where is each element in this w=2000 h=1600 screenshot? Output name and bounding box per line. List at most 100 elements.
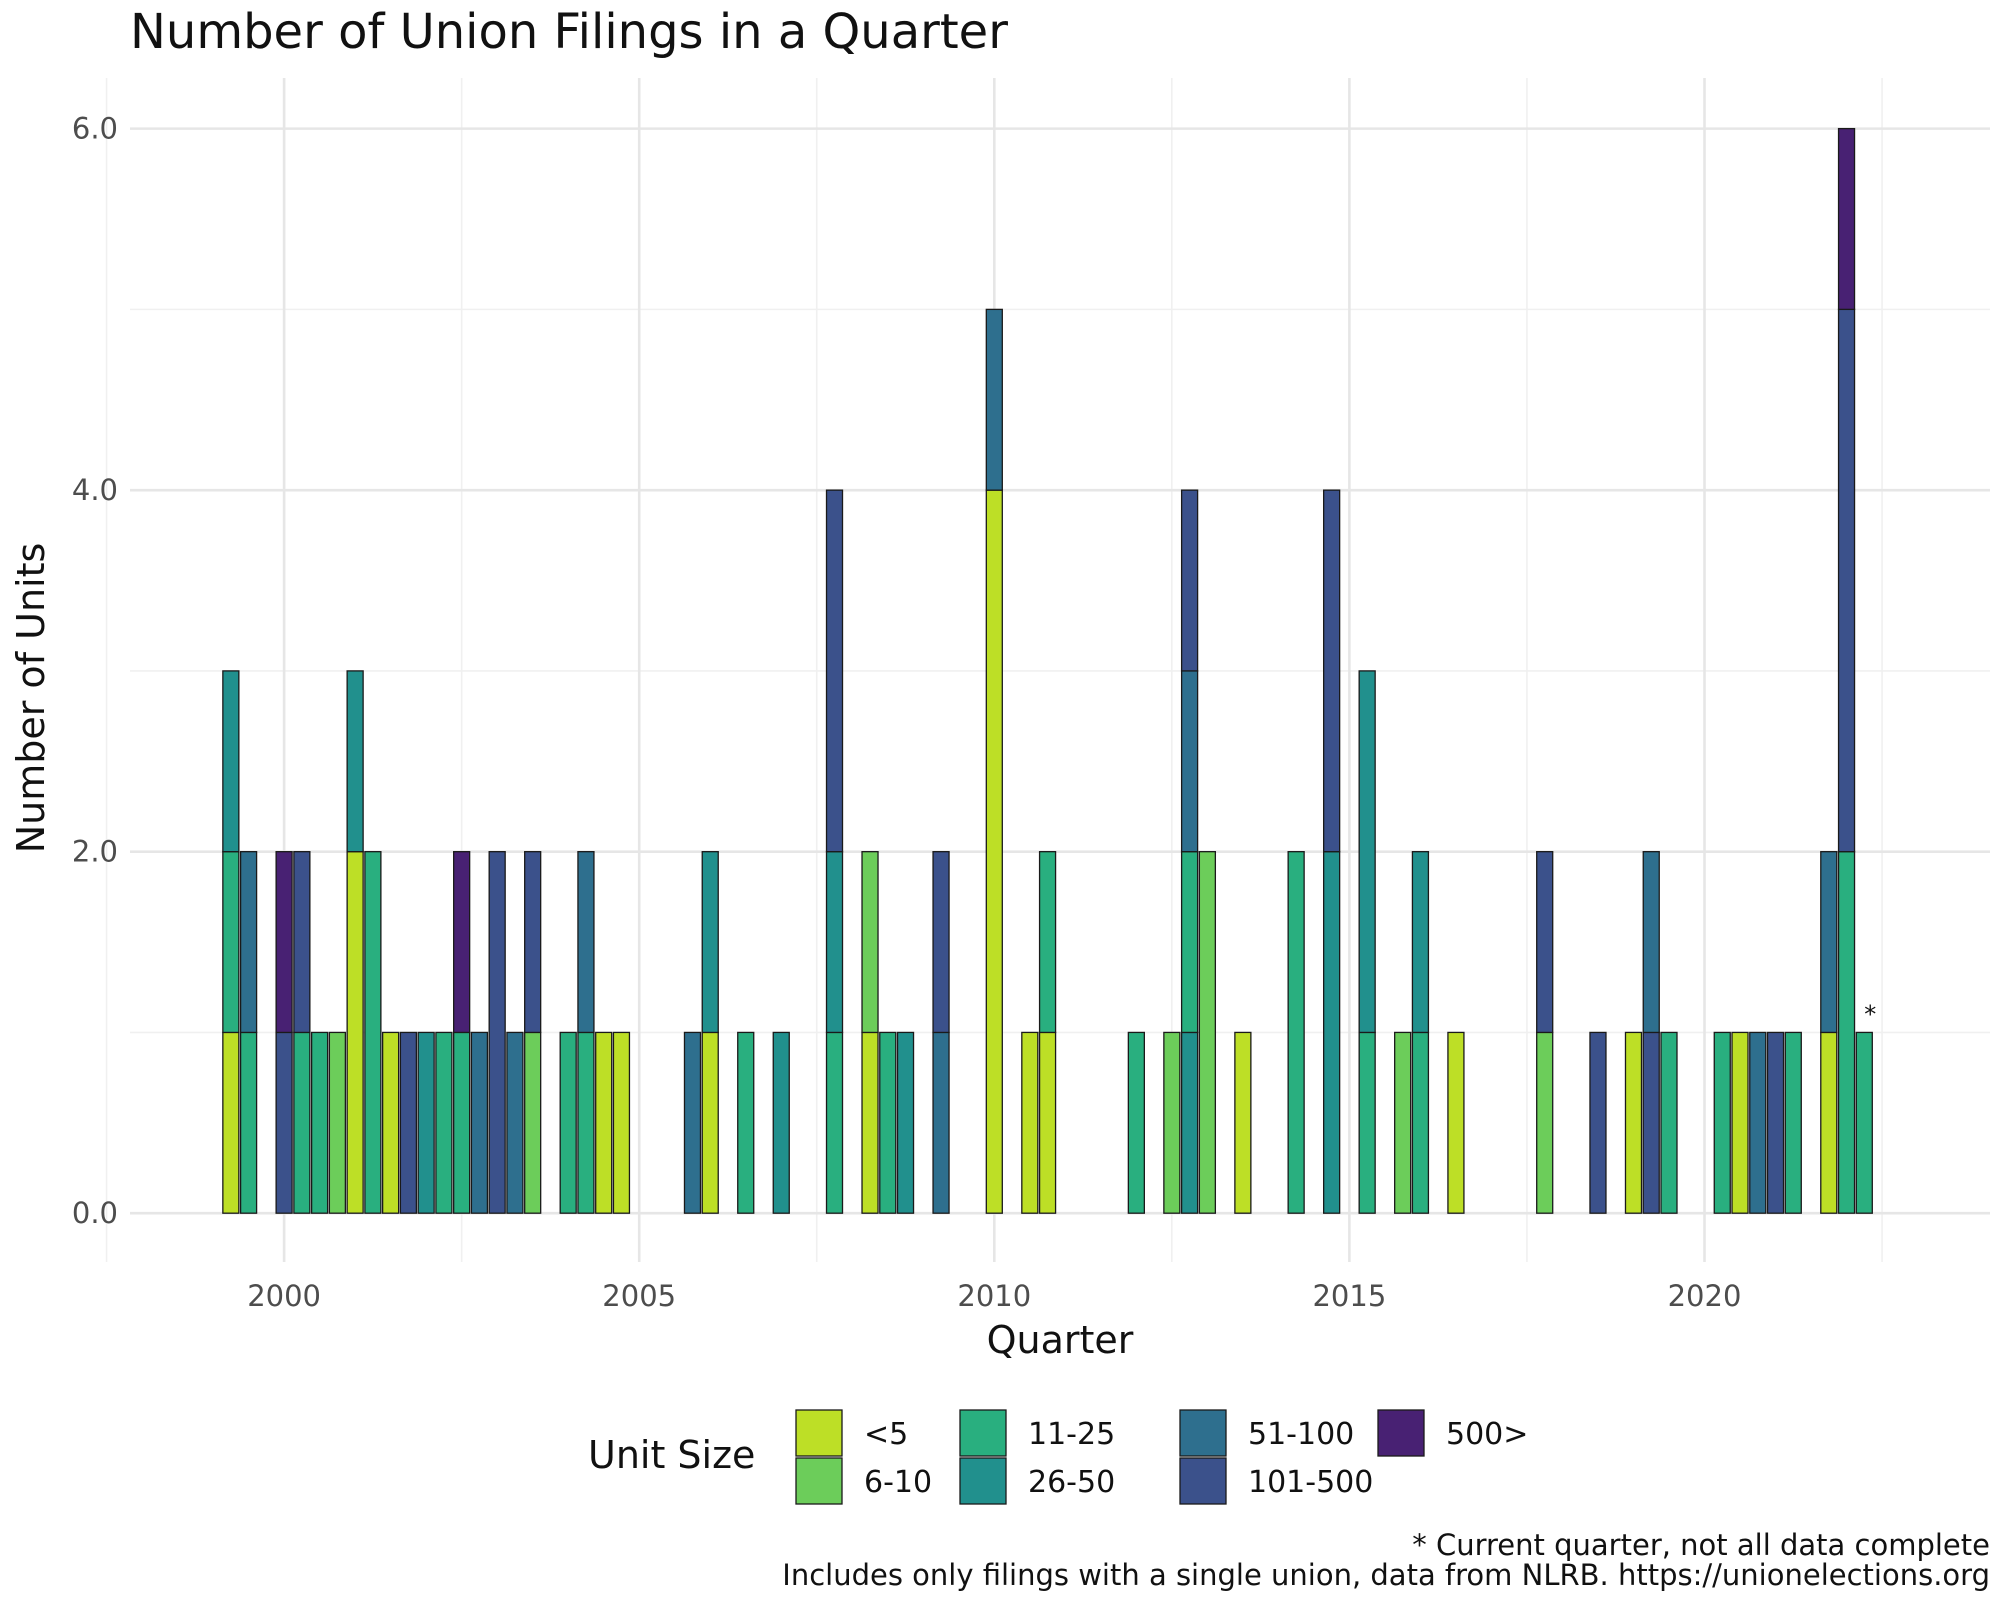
bar-segment [239, 1031, 258, 1214]
bar-segment [683, 1031, 702, 1214]
bar-segment [1536, 1031, 1554, 1214]
bar-segment [1589, 1031, 1607, 1214]
bar-segment [222, 1031, 240, 1214]
bar-segment [1180, 1031, 1199, 1214]
bar-segment [275, 851, 293, 1034]
legend-label: 101-500 [1248, 1465, 1373, 1500]
bar-segment [985, 489, 1003, 1214]
bar-segment [1820, 1031, 1838, 1214]
bar-segment [932, 851, 950, 1034]
x-tick-label: 2015 [1312, 1279, 1386, 1313]
bar-segment [346, 670, 364, 853]
bar-segment [1180, 489, 1199, 672]
bar-series: * [222, 127, 1876, 1214]
grid-lines [105, 78, 1990, 1262]
bar-segment [364, 851, 382, 1214]
bar-segment [310, 1031, 329, 1214]
legend-swatch [959, 1409, 1007, 1457]
legend-items: <5 6-10 11-25 26-50 51-100 101-500 500> [795, 1409, 1528, 1505]
caption-source: Includes only filings with a single unio… [782, 1558, 1990, 1592]
x-tick-label: 2020 [1668, 1279, 1742, 1313]
bar-segment [1766, 1031, 1785, 1214]
bar-segment [1447, 1031, 1465, 1214]
y-tick-label: 0.0 [72, 1196, 118, 1230]
bar-segment [293, 851, 311, 1034]
bar-segment [825, 1031, 844, 1214]
bar-segment [1358, 670, 1376, 1034]
bar-segment [1536, 851, 1554, 1034]
bar-segment [701, 1031, 719, 1214]
bar-segment [239, 851, 258, 1034]
bar-segment [1180, 851, 1199, 1034]
bar-segment [701, 851, 719, 1034]
bar-segment [932, 1031, 950, 1214]
legend-title: Unit Size [588, 1433, 755, 1477]
bar-segment [328, 1031, 347, 1214]
legend-swatch [959, 1457, 1007, 1505]
bar-segment [275, 1031, 293, 1214]
axis-ticks: 2000 2005 2010 2015 2020 0.0 2.0 4.0 6.0 [72, 112, 1742, 1313]
bar-segment [1287, 851, 1305, 1214]
bar-segment [595, 1031, 613, 1214]
y-axis-title: Number of Units [9, 543, 53, 854]
legend-label: 6-10 [864, 1465, 932, 1500]
bar-segment [1820, 851, 1838, 1034]
x-tick-label: 2000 [247, 1279, 321, 1313]
bar-segment [1731, 1031, 1749, 1214]
bar-segment [399, 1031, 418, 1214]
bar-segment [1749, 1031, 1767, 1214]
bar-segment [524, 851, 542, 1034]
bar-segment [1713, 1031, 1731, 1214]
y-tick-label: 2.0 [72, 835, 118, 869]
bar-segment [1837, 851, 1856, 1214]
bar-segment [879, 1031, 897, 1214]
legend-label: 51-100 [1248, 1417, 1354, 1452]
x-axis-title: Quarter [987, 1318, 1134, 1362]
y-tick-label: 4.0 [72, 473, 118, 507]
bar-segment [1234, 1031, 1252, 1214]
bar-segment [1358, 1031, 1376, 1214]
bar-segment [1411, 1031, 1430, 1214]
bar-segment [1660, 1031, 1678, 1214]
bar-segment [1180, 670, 1199, 853]
bar-segment [346, 851, 364, 1214]
bar-segment [1624, 1031, 1643, 1214]
bar-segment [1784, 1031, 1802, 1214]
bar-segment [825, 489, 844, 853]
bar-segment [772, 1031, 790, 1214]
bar-segment [222, 851, 240, 1034]
legend-label: 26-50 [1028, 1465, 1115, 1500]
bar-segment [577, 1031, 595, 1214]
bar-segment [1038, 1031, 1057, 1214]
bar-segment [1038, 851, 1057, 1034]
y-tick-label: 6.0 [72, 112, 118, 146]
bar-segment [222, 670, 240, 853]
bar-segment [1163, 1031, 1181, 1214]
bar-segment [737, 1031, 755, 1214]
bar-segment [612, 1031, 631, 1214]
bar-segment [1855, 1031, 1873, 1214]
legend-label: <5 [864, 1417, 908, 1452]
bar-segment [435, 1031, 453, 1214]
bar-segment [506, 1031, 524, 1214]
bar-segment [1642, 851, 1660, 1034]
bar-segment [453, 1031, 471, 1214]
bar-segment [1837, 127, 1856, 311]
bar-segment [1322, 489, 1341, 853]
bar-segment [381, 1031, 400, 1214]
bar-segment [1394, 1031, 1412, 1214]
bar-segment [825, 851, 844, 1034]
bar-segment [488, 851, 506, 1214]
bar-segment [1837, 308, 1856, 853]
legend-swatch [1377, 1409, 1425, 1457]
bar-segment [985, 308, 1003, 491]
bar-segment [559, 1031, 577, 1214]
legend-swatch [795, 1457, 843, 1505]
legend-swatch [795, 1409, 843, 1457]
caption-current-quarter: * Current quarter, not all data complete [1412, 1528, 1990, 1562]
chart-title: Number of Union Filings in a Quarter [130, 4, 1008, 60]
legend: Unit Size <5 6-10 11-25 26-50 51-100 101-500 5… [588, 1409, 1528, 1505]
bar-segment [1411, 851, 1430, 1034]
bar-segment [293, 1031, 311, 1214]
